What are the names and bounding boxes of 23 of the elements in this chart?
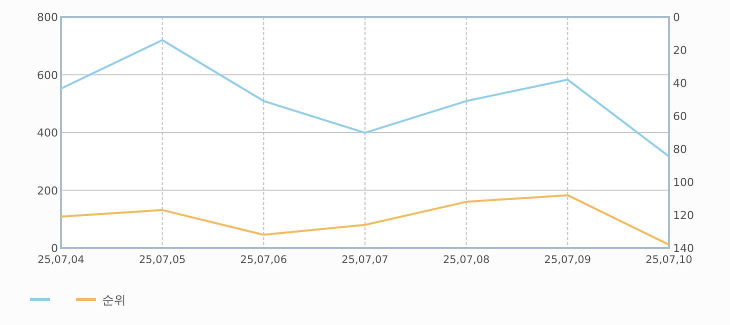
y2-tick-label: 60: [673, 110, 687, 123]
y2-tick-label: 140: [673, 242, 694, 255]
y-tick-label: 600: [37, 68, 58, 82]
y-tick-label: 0: [51, 242, 58, 255]
y2-tick-label: 20: [673, 44, 687, 57]
x-tick-label: 25,07,07: [342, 254, 388, 266]
x-tick-label: 25,07,10: [646, 254, 692, 266]
y-tick-label: 400: [37, 126, 58, 140]
x-tick-label: 25,07,08: [442, 254, 490, 266]
y2-tick-label: 100: [673, 176, 694, 189]
y-tick-label: 800: [37, 11, 58, 24]
y2-tick-label: 80: [673, 143, 687, 156]
x-tick-label: 25,07,04: [38, 254, 85, 266]
y2-tick-label: 0: [673, 11, 680, 24]
x-tick-label: 25,07,06: [240, 254, 288, 266]
y-tick-label: 200: [37, 184, 58, 198]
line-series: [60, 39, 670, 158]
x-tick-label: 25,07,05: [138, 254, 186, 266]
legend-label: 순위: [102, 293, 126, 307]
y2-tick-label: 120: [673, 209, 694, 222]
x-tick-label: 25,07,09: [544, 254, 592, 266]
y2-tick-label: 40: [673, 77, 687, 90]
line-series: [60, 194, 670, 246]
